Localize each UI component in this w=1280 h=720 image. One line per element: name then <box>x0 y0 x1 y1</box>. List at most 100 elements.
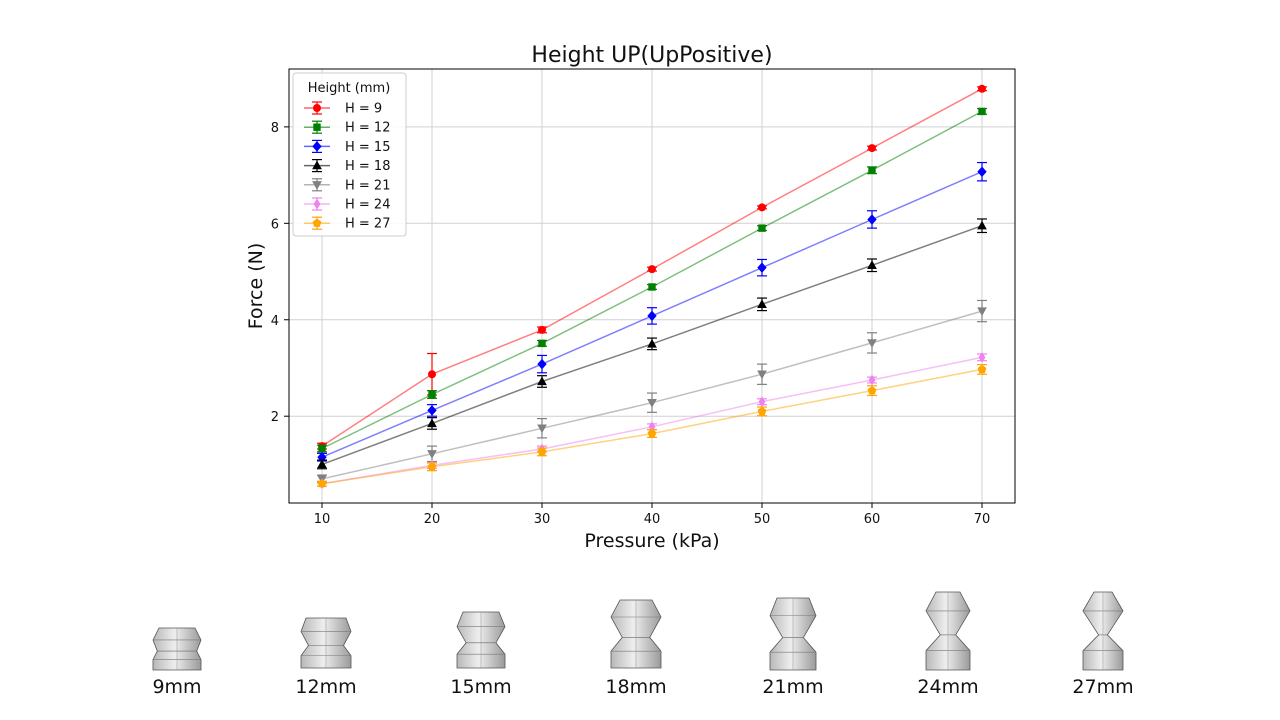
data-point <box>647 428 657 438</box>
legend-item: H = 18 <box>304 159 390 174</box>
data-point <box>978 351 986 363</box>
series-h27 <box>317 364 987 488</box>
data-point <box>427 462 437 471</box>
x-tick-label: 40 <box>644 512 661 527</box>
data-point <box>538 325 546 334</box>
x-tick-label: 30 <box>534 512 551 527</box>
legend-marker <box>312 218 322 227</box>
data-point <box>978 84 986 93</box>
data-point <box>318 444 326 453</box>
legend-item: H = 27 <box>304 216 390 232</box>
series-layer <box>317 84 987 490</box>
geometry-12mm <box>300 617 352 669</box>
x-tick-label: 10 <box>314 512 331 527</box>
geometry-label: 15mm <box>450 676 512 698</box>
legend-item: H = 9 <box>304 101 382 117</box>
data-point <box>428 370 436 379</box>
series-h21 <box>317 299 987 484</box>
data-point <box>977 220 987 230</box>
legend-label: H = 15 <box>345 140 390 155</box>
legend-item: H = 21 <box>304 178 390 193</box>
y-tick-label: 6 <box>271 217 279 232</box>
data-point <box>977 166 987 177</box>
data-point <box>647 398 657 408</box>
data-point <box>758 396 766 408</box>
x-tick-label: 20 <box>424 512 441 527</box>
geometry-label: 9mm <box>152 676 202 698</box>
x-tick-label: 60 <box>864 512 881 527</box>
legend-marker <box>312 181 322 190</box>
data-point <box>317 459 327 469</box>
data-point <box>867 214 877 225</box>
y-axis-label: Force (N) <box>245 243 267 329</box>
data-point <box>868 374 876 386</box>
data-point <box>758 224 766 232</box>
data-point <box>427 450 437 459</box>
y-tick-label: 8 <box>271 121 279 136</box>
data-point <box>757 262 767 273</box>
data-point <box>758 203 766 212</box>
geometry-21mm <box>769 597 817 671</box>
geometry-label: 24mm <box>917 676 979 698</box>
legend-label: H = 9 <box>345 102 382 117</box>
data-point <box>537 358 547 370</box>
legend: Height (mm) H = 9 H = 12 H = 15 H = 18 H = 2… <box>292 72 407 237</box>
data-point <box>868 144 876 153</box>
force-pressure-chart: 10 20 30 40 50 60 70 2 4 6 8 Height UP(UpPositive)… <box>245 43 1016 552</box>
legend-item: H = 15 <box>304 139 390 155</box>
legend-item: H = 24 <box>304 197 390 213</box>
y-tick-label: 4 <box>271 314 279 329</box>
data-point <box>868 166 876 174</box>
data-point <box>427 405 437 416</box>
legend-title: Height (mm) <box>308 81 391 96</box>
data-point <box>977 364 987 374</box>
legend-label: H = 18 <box>345 159 390 174</box>
legend-label: H = 24 <box>345 198 390 213</box>
ticks: 10 20 30 40 50 60 70 2 4 6 8 <box>271 121 991 527</box>
geometry-27mm <box>1082 591 1124 671</box>
legend-marker <box>312 141 322 152</box>
geometry-9mm <box>152 627 202 671</box>
y-tick-label: 2 <box>271 410 279 425</box>
data-point <box>537 447 547 456</box>
data-point <box>538 339 546 348</box>
data-point <box>757 370 767 380</box>
data-point <box>978 107 986 116</box>
legend-marker <box>313 104 321 112</box>
data-point <box>647 338 657 348</box>
legend-label: H = 12 <box>345 121 390 136</box>
geometry-18mm <box>610 599 662 669</box>
data-point <box>427 418 437 428</box>
series-h15 <box>317 161 987 463</box>
data-point <box>648 283 656 291</box>
data-point <box>977 307 987 317</box>
geometry-15mm <box>456 611 506 669</box>
legend-label: H = 27 <box>345 217 390 232</box>
data-point <box>867 385 877 395</box>
x-tick-label: 50 <box>754 512 771 527</box>
geometry-label: 21mm <box>762 676 824 698</box>
data-point <box>867 260 877 269</box>
data-point <box>537 376 547 386</box>
x-tick-label: 70 <box>974 512 991 527</box>
data-point <box>648 265 656 274</box>
series-h18 <box>317 218 987 470</box>
data-point <box>428 390 436 399</box>
geometry-24mm <box>925 591 971 671</box>
x-axis-label: Pressure (kPa) <box>584 530 719 552</box>
data-point <box>537 424 547 434</box>
geometry-label: 12mm <box>295 676 357 698</box>
legend-item: H = 12 <box>304 120 390 136</box>
series-h12 <box>317 107 987 453</box>
data-point <box>867 339 877 348</box>
legend-marker <box>313 123 321 131</box>
geometry-label: 27mm <box>1072 676 1134 698</box>
geometry-label: 18mm <box>605 676 667 698</box>
chart-title: Height UP(UpPositive) <box>531 43 772 68</box>
data-point <box>757 299 767 309</box>
legend-marker <box>313 198 321 210</box>
data-point <box>317 479 327 488</box>
legend-marker <box>312 160 322 170</box>
data-point <box>757 406 767 416</box>
data-point <box>647 310 657 322</box>
